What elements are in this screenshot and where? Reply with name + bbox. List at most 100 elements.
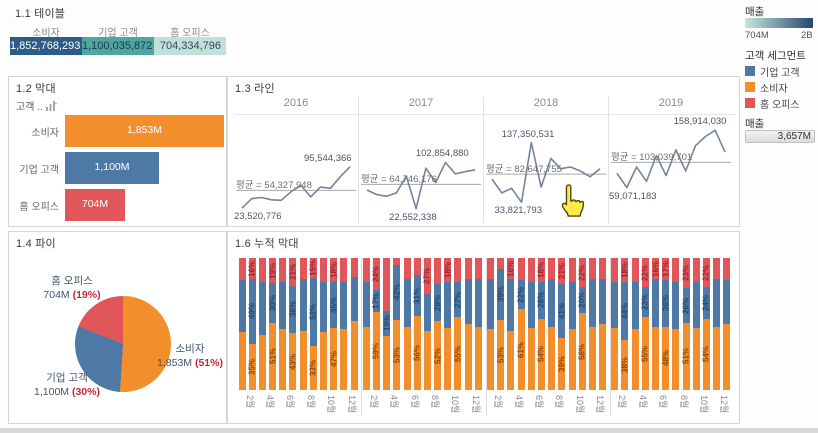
line-chart-svg[interactable]	[609, 113, 733, 221]
segment-소비자[interactable]	[383, 335, 391, 390]
stacked-bar-2019-m5[interactable]: 16%	[651, 258, 660, 390]
segment-홈 오피스[interactable]: 19%	[268, 258, 277, 284]
segment-소비자[interactable]: 54%	[702, 318, 711, 390]
segment-홈 오피스[interactable]: 23%	[682, 258, 691, 289]
segment-소비자[interactable]	[444, 327, 452, 390]
segment-홈 오피스[interactable]	[672, 258, 680, 282]
stacked-bar-2016-m9[interactable]	[320, 258, 327, 390]
segment-소비자[interactable]	[723, 323, 731, 390]
stacked-bar-2018-m3[interactable]: 16%	[506, 258, 515, 390]
segment-소비자[interactable]: 48%	[661, 326, 670, 390]
segment-기업 고객[interactable]	[672, 281, 680, 330]
line-chart-svg[interactable]	[359, 113, 483, 221]
segment-기업 고객[interactable]	[548, 279, 556, 327]
segment-기업 고객[interactable]	[723, 280, 731, 324]
stacked-bar-2019-m8[interactable]: 23% 26% 51%	[682, 258, 691, 390]
segment-기업 고객[interactable]: 36%	[288, 285, 297, 334]
segment-기업 고객[interactable]	[299, 279, 307, 331]
segment-소비자[interactable]: 33%	[309, 346, 318, 390]
segment-소비자[interactable]	[474, 326, 482, 390]
stacked-bar-2019-m9[interactable]	[692, 258, 700, 390]
segment-소비자[interactable]: 55%	[641, 317, 650, 390]
stacked-bar-2016-m1[interactable]	[238, 258, 246, 390]
segment-소비자[interactable]: 47%	[329, 327, 338, 390]
segment-소비자[interactable]	[631, 329, 639, 390]
segment-홈 오피스[interactable]	[350, 258, 358, 277]
segment-소비자[interactable]: 53%	[496, 320, 505, 391]
segment-홈 오피스[interactable]: 22%	[702, 258, 711, 287]
legend-item-3[interactable]: 홈 오피스	[745, 96, 800, 111]
kpi-cell[interactable]: 1,852,768,293	[10, 37, 82, 55]
stacked-bar-2017-m9[interactable]: 18%	[443, 258, 452, 390]
sort-icon[interactable]	[45, 100, 57, 111]
segment-홈 오피스[interactable]	[383, 258, 391, 311]
segment-소비자[interactable]	[548, 326, 556, 390]
segment-소비자[interactable]: 43%	[288, 333, 297, 390]
segment-기업 고객[interactable]	[631, 281, 639, 330]
segment-홈 오피스[interactable]: 18%	[329, 258, 338, 282]
segment-홈 오피스[interactable]: 18%	[443, 258, 452, 282]
sales-filter-slider[interactable]: 3,657M	[745, 130, 815, 143]
segment-기업 고객[interactable]: 22%	[517, 280, 526, 310]
line-chart-svg[interactable]	[484, 113, 608, 221]
legend-item-1[interactable]: 기업 고객	[745, 64, 800, 79]
stacked-bar-2016-m4[interactable]: 19% 30% 51%	[268, 258, 277, 390]
segment-소비자[interactable]	[238, 331, 246, 390]
segment-홈 오피스[interactable]	[527, 258, 535, 282]
segment-홈 오피스[interactable]: 22%	[641, 258, 650, 287]
segment-홈 오피스[interactable]	[279, 258, 287, 282]
stacked-bar-2016-m3[interactable]	[258, 258, 266, 390]
segment-홈 오피스[interactable]	[497, 258, 505, 269]
segment-기업 고객[interactable]: 42%	[392, 264, 401, 320]
segment-홈 오피스[interactable]: 16%	[651, 258, 660, 280]
segment-소비자[interactable]	[692, 327, 700, 390]
segment-홈 오피스[interactable]	[631, 258, 639, 282]
stacked-bar-2018-m10[interactable]: 22% 20% 58%	[578, 258, 587, 390]
stacked-bar-2017-m8[interactable]: 28% 52%	[433, 258, 442, 390]
segment-소비자[interactable]: 51%	[682, 322, 691, 390]
stacked-bar-2018-m5[interactable]	[527, 258, 535, 390]
segment-홈 오피스[interactable]: 15%	[309, 258, 318, 278]
segment-소비자[interactable]	[487, 329, 494, 390]
stacked-bar-2018-m8[interactable]: 21% 41% 39%	[557, 258, 566, 390]
segment-홈 오피스[interactable]	[713, 258, 721, 280]
segment-기업 고객[interactable]	[599, 279, 607, 324]
segment-홈 오피스[interactable]: 18%	[537, 258, 546, 282]
stacked-bar-2016-m7[interactable]	[299, 258, 307, 390]
segment-기업 고객[interactable]	[713, 279, 721, 327]
segment-홈 오피스[interactable]	[611, 258, 619, 282]
stacked-bar-2016-m2[interactable]: 16% 49% 35%	[248, 258, 257, 390]
stacked-bar-2018-m12[interactable]	[599, 258, 607, 390]
segment-홈 오피스[interactable]	[568, 258, 576, 282]
segment-기업 고객[interactable]	[362, 281, 370, 327]
segment-기업 고객[interactable]: 30%	[268, 283, 277, 323]
segment-홈 오피스[interactable]	[238, 258, 246, 281]
line-chart-svg[interactable]	[234, 113, 358, 221]
stacked-bar-2018-m4[interactable]: 22% 61%	[517, 258, 526, 390]
segment-기업 고객[interactable]	[588, 279, 596, 327]
segment-소비자[interactable]: 39%	[557, 338, 566, 390]
segment-소비자[interactable]	[403, 326, 411, 390]
stacked-bar-2019-m4[interactable]: 22% 23% 55%	[641, 258, 650, 390]
segment-소비자[interactable]	[423, 330, 431, 390]
stacked-bar-2017-m4[interactable]: 42% 53%	[392, 258, 401, 390]
legend-item-2[interactable]: 소비자	[745, 80, 788, 95]
segment-기업 고객[interactable]: 27%	[453, 281, 462, 318]
segment-소비자[interactable]: 61%	[517, 309, 526, 390]
stacked-bar-2016-m5[interactable]	[279, 258, 287, 390]
segment-홈 오피스[interactable]	[393, 258, 401, 265]
stacked-bar-2016-m10[interactable]: 18% 35% 47%	[329, 258, 338, 390]
segment-홈 오피스[interactable]	[413, 258, 421, 276]
bar-mark[interactable]: 704M	[65, 189, 125, 221]
segment-기업 고객[interactable]	[474, 279, 482, 327]
segment-기업 고객[interactable]: 28%	[537, 281, 546, 319]
segment-홈 오피스[interactable]: 22%	[578, 258, 587, 287]
segment-홈 오피스[interactable]: 24%	[372, 258, 381, 290]
segment-기업 고객[interactable]: 26%	[682, 288, 691, 323]
stacked-bar-2017-m12[interactable]	[474, 258, 482, 390]
segment-기업 고객[interactable]	[568, 281, 576, 330]
segment-기업 고객[interactable]	[258, 281, 266, 335]
segment-기업 고객[interactable]: 17%	[372, 289, 381, 313]
segment-홈 오피스[interactable]: 17%	[661, 258, 670, 281]
segment-소비자[interactable]	[611, 327, 619, 390]
